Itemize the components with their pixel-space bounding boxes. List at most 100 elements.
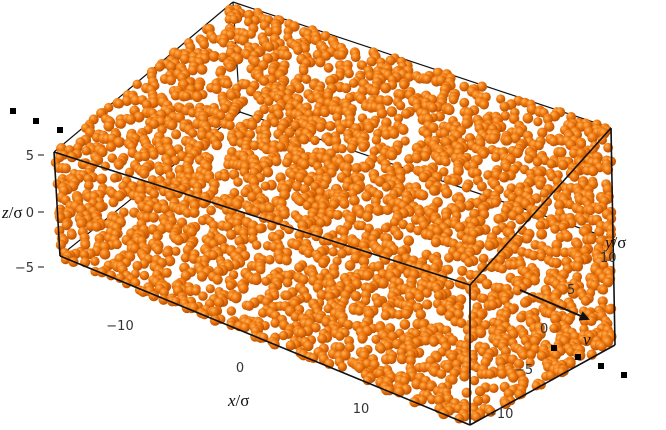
particle (361, 296, 371, 306)
right-dot-markers (551, 345, 627, 378)
particle (323, 303, 333, 314)
particle (320, 180, 330, 190)
particle (338, 226, 349, 237)
particle (337, 144, 347, 154)
particle (568, 288, 580, 299)
particle (604, 304, 616, 315)
particle (278, 330, 289, 341)
particle (315, 57, 326, 68)
particle (226, 306, 237, 316)
particle (464, 257, 474, 268)
particle (569, 172, 580, 182)
particle (149, 189, 160, 199)
particle (149, 150, 159, 160)
particle (597, 341, 607, 352)
particle (443, 264, 454, 275)
particle (459, 81, 470, 92)
particle (196, 64, 208, 75)
particle (250, 56, 261, 68)
particle (405, 355, 416, 366)
particle (546, 159, 557, 169)
particle (279, 209, 290, 220)
particle (434, 394, 445, 406)
particle (343, 319, 354, 330)
particle (350, 252, 361, 264)
particle (344, 68, 354, 79)
particle (557, 367, 567, 378)
particle (295, 196, 306, 207)
particle (562, 231, 573, 243)
particle (476, 81, 488, 92)
particle (114, 98, 124, 109)
particle (116, 118, 126, 129)
particle (594, 204, 604, 215)
x-axis-ticks: −10 0 10 (106, 319, 369, 417)
particle (444, 279, 455, 290)
particle (139, 168, 150, 179)
svg-text:0: 0 (540, 322, 548, 337)
particle (121, 95, 132, 107)
particle (351, 162, 362, 174)
particle (303, 248, 314, 259)
particle (325, 121, 336, 132)
particle (249, 140, 260, 151)
particle (238, 34, 249, 46)
particle (165, 61, 177, 73)
particle (180, 270, 192, 281)
particle (488, 133, 500, 144)
particle (228, 136, 239, 147)
particle (550, 224, 560, 234)
particle (323, 91, 333, 101)
svg-text:−5: −5 (15, 261, 34, 276)
particle (537, 127, 548, 138)
particle (479, 100, 489, 110)
particle (512, 285, 523, 296)
particle (427, 102, 438, 113)
particle (223, 79, 233, 89)
particle (572, 261, 584, 272)
particle (403, 235, 415, 247)
particle (364, 223, 374, 234)
particle (199, 39, 210, 50)
particle (534, 168, 544, 178)
particle (531, 381, 541, 391)
particle (554, 199, 565, 211)
particle (599, 285, 609, 295)
particle (366, 56, 377, 67)
particle (212, 274, 223, 285)
particle (585, 205, 596, 216)
particle (323, 62, 334, 73)
particle (303, 176, 314, 187)
particle (161, 267, 172, 278)
particle (357, 220, 367, 231)
particle (474, 385, 486, 397)
particle (534, 140, 544, 151)
particle (255, 264, 266, 275)
particle (515, 214, 526, 225)
particle (539, 188, 550, 199)
particle (310, 135, 320, 146)
particle (160, 204, 170, 214)
particle (413, 226, 423, 236)
particle (228, 169, 240, 180)
particle (533, 117, 543, 127)
particle (140, 151, 151, 162)
particle (320, 107, 330, 118)
particle (148, 212, 159, 223)
particle (315, 122, 326, 133)
particle (282, 277, 293, 288)
particle (472, 168, 482, 178)
svg-text:10: 10 (600, 251, 617, 266)
y-axis-ticks: 10 5 0 −5 −10 (486, 251, 617, 422)
particle (456, 318, 467, 329)
particle (196, 130, 208, 141)
particle (256, 95, 266, 105)
particle (238, 283, 249, 294)
particle (478, 253, 489, 264)
particle (312, 107, 323, 118)
particle (264, 27, 274, 37)
particle (362, 211, 373, 223)
particle (586, 315, 597, 327)
particle (418, 171, 430, 183)
z-axis-label: z/σ (1, 203, 23, 222)
